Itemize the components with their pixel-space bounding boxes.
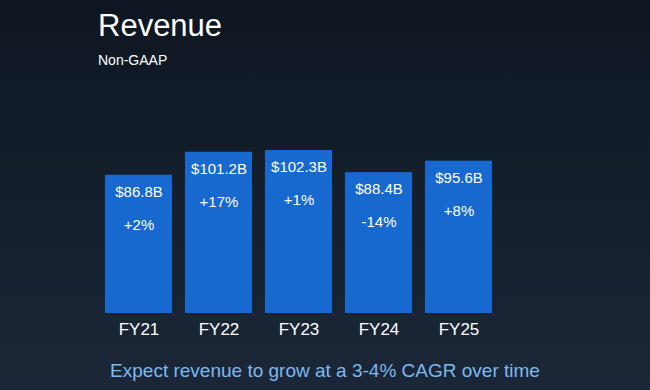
svg-text:+2%: +2% [124, 216, 154, 233]
svg-text:FY24: FY24 [359, 320, 400, 339]
svg-text:$88.4B: $88.4B [355, 180, 403, 197]
svg-text:FY25: FY25 [439, 320, 480, 339]
svg-text:FY22: FY22 [199, 320, 240, 339]
svg-text:-14%: -14% [361, 213, 396, 230]
svg-text:$101.2B: $101.2B [191, 160, 247, 177]
svg-text:+8%: +8% [444, 202, 474, 219]
svg-text:$95.6B: $95.6B [435, 169, 483, 186]
html-text:Revenue: Revenue [98, 8, 223, 43]
html-text:Non-GAAP: Non-GAAP [98, 52, 168, 68]
svg-text:FY21: FY21 [119, 320, 160, 339]
svg-text:$86.8B: $86.8B [115, 183, 163, 200]
svg-text:$102.3B: $102.3B [271, 158, 327, 175]
html-text:Expect revenue to grow at a 3-: Expect revenue to grow at a 3-4% CAGR ov… [110, 360, 540, 381]
svg-text:FY23: FY23 [279, 320, 320, 339]
svg-text:+1%: +1% [284, 191, 314, 208]
svg-text:+17%: +17% [200, 193, 239, 210]
